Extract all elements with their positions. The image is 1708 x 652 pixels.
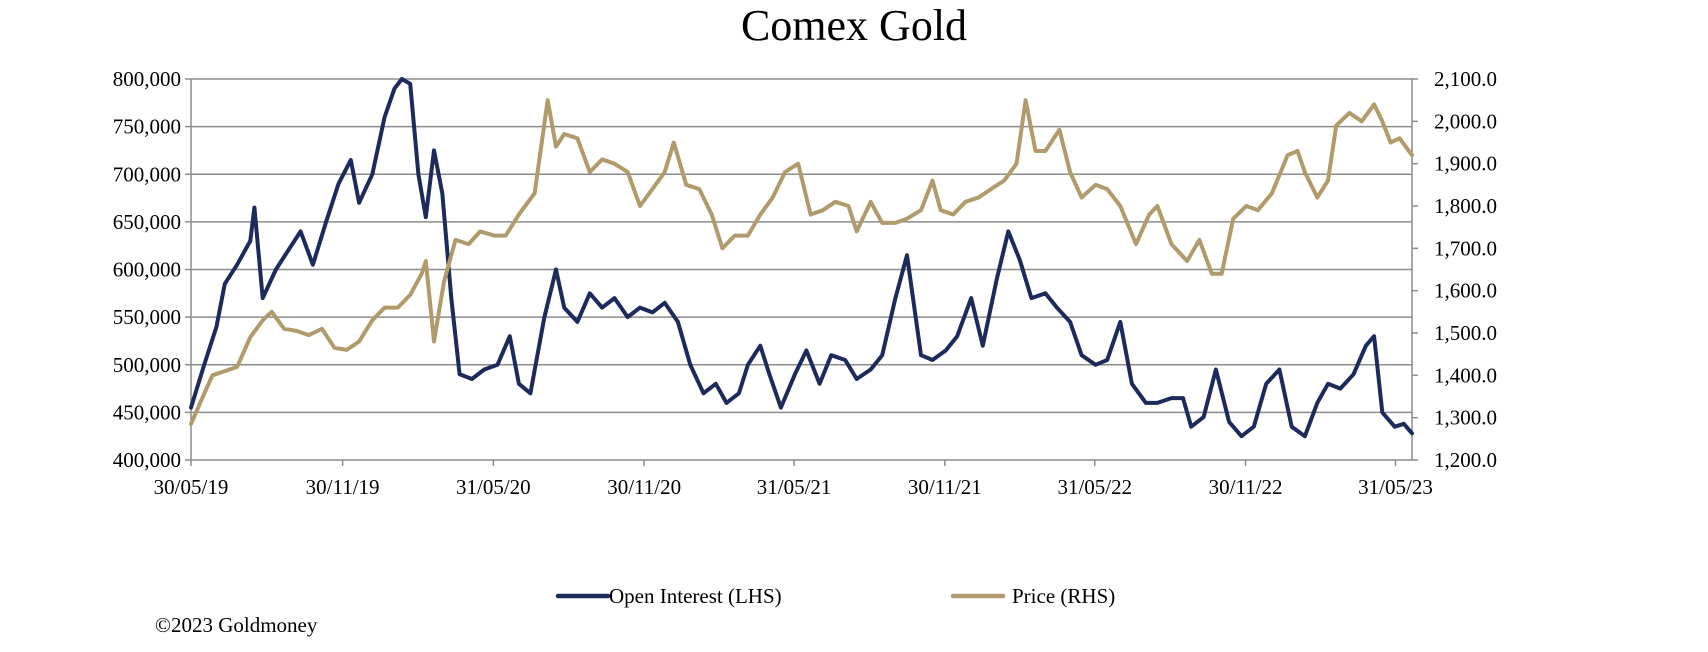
y-right-tick-label: 1,300.0 bbox=[1434, 406, 1497, 430]
x-tick-label: 31/05/23 bbox=[1358, 475, 1433, 499]
y-left-tick-label: 400,000 bbox=[113, 448, 181, 472]
y-right-tick-label: 2,000.0 bbox=[1434, 109, 1497, 133]
y-left-tick-label: 800,000 bbox=[113, 67, 181, 91]
y-right-tick-label: 2,100.0 bbox=[1434, 67, 1497, 91]
x-tick-label: 30/11/21 bbox=[908, 475, 982, 499]
y-right-tick-label: 1,800.0 bbox=[1434, 194, 1497, 218]
x-tick-label: 31/05/20 bbox=[456, 475, 531, 499]
axes: 400,000 450,000 500,000 550,000 600,000 650,0… bbox=[113, 67, 1497, 499]
legend-label-price: Price (RHS) bbox=[1012, 584, 1115, 608]
x-tick-label: 31/05/22 bbox=[1057, 475, 1132, 499]
x-tick-label: 31/05/21 bbox=[757, 475, 832, 499]
y-left-tick-label: 700,000 bbox=[113, 162, 181, 186]
y-left-tick-label: 650,000 bbox=[113, 210, 181, 234]
copyright-notice: ©2023 Goldmoney bbox=[155, 613, 318, 637]
legend-label-open-interest: Open Interest (LHS) bbox=[609, 584, 782, 608]
y-right-tick-label: 1,900.0 bbox=[1434, 152, 1497, 176]
y-right-tick-label: 1,400.0 bbox=[1434, 363, 1497, 387]
x-tick-label: 30/11/22 bbox=[1209, 475, 1283, 499]
legend: Open Interest (LHS) Price (RHS) bbox=[555, 584, 1115, 608]
x-tick-label: 30/11/20 bbox=[607, 475, 681, 499]
open-interest-line bbox=[189, 77, 1414, 439]
y-left-tick-label: 500,000 bbox=[113, 353, 181, 377]
series-lines bbox=[189, 77, 1414, 439]
y-left-tick-label: 550,000 bbox=[113, 305, 181, 329]
price-line bbox=[189, 98, 1414, 426]
y-left-tick-label: 600,000 bbox=[113, 258, 181, 282]
x-tick-label: 30/05/19 bbox=[154, 475, 229, 499]
y-right-tick-label: 1,500.0 bbox=[1434, 321, 1497, 345]
y-left-tick-label: 450,000 bbox=[113, 400, 181, 424]
y-right-tick-label: 1,200.0 bbox=[1434, 448, 1497, 472]
x-tick-label: 30/11/19 bbox=[306, 475, 380, 499]
y-right-tick-label: 1,600.0 bbox=[1434, 279, 1497, 303]
chart-title: Comex Gold bbox=[740, 1, 968, 50]
y-left-tick-label: 750,000 bbox=[113, 115, 181, 139]
y-right-tick-label: 1,700.0 bbox=[1434, 236, 1497, 260]
